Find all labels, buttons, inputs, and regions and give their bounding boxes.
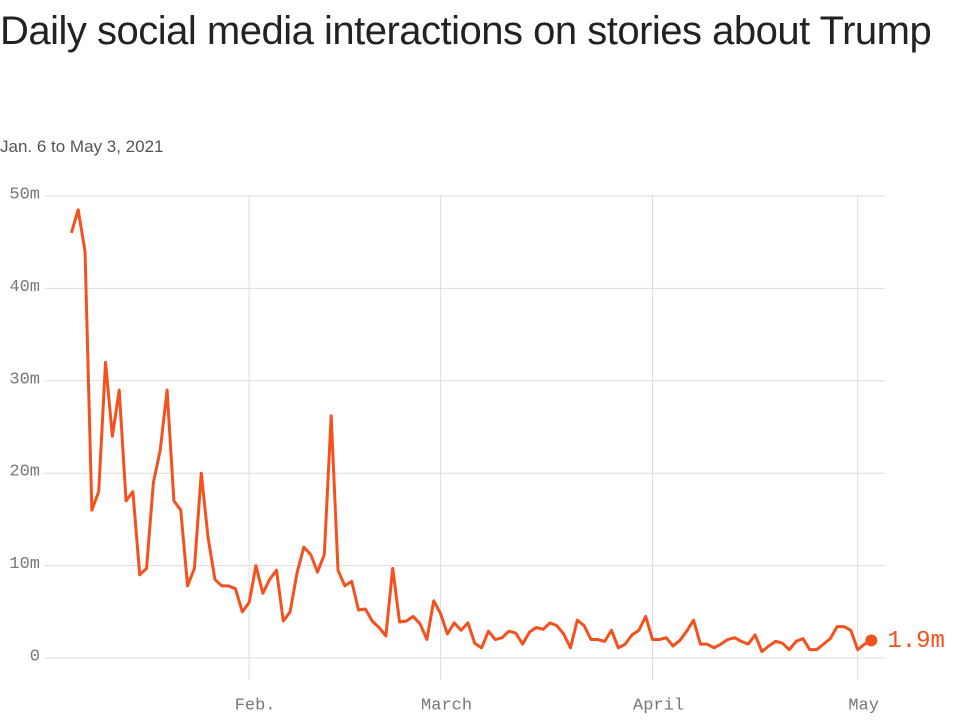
x-tick-label: March (421, 696, 472, 715)
x-tick-label: April (633, 696, 684, 715)
y-tick-label: 30m (9, 370, 40, 389)
x-tick-label: May (848, 696, 879, 715)
y-tick-label: 0 (30, 647, 40, 666)
chart-title: Daily social media interactions on stori… (0, 9, 932, 53)
x-tick-label: Feb. (235, 696, 276, 715)
y-tick-label: 20m (9, 463, 40, 482)
y-tick-label: 40m (9, 278, 40, 297)
y-tick-label: 50m (9, 185, 40, 204)
end-dot (865, 634, 878, 647)
chart-subtitle: Jan. 6 to May 3, 2021 (0, 137, 164, 156)
data-line (69, 208, 873, 654)
y-tick-label: 10m (9, 555, 40, 574)
value-label: 1.9m (887, 628, 945, 655)
